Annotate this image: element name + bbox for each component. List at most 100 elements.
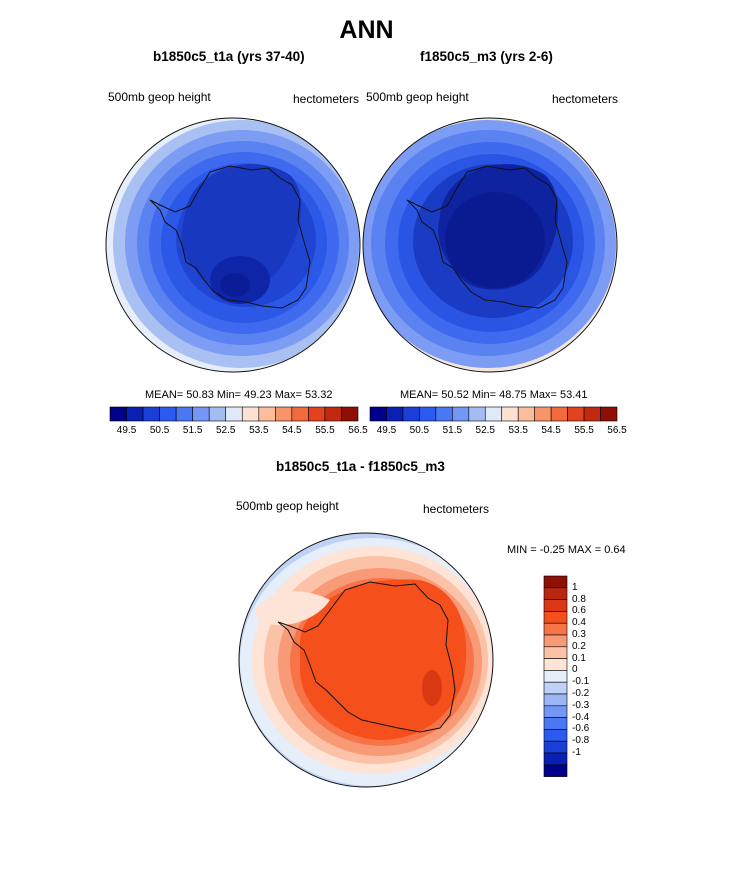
colorbar-diff-swatch	[543, 705, 568, 718]
colorbar-1-tick-label: 53.5	[249, 425, 269, 436]
colorbar-1-swatch	[225, 406, 243, 422]
colorbar-2-swatch	[583, 406, 601, 422]
colorbar-2-swatch	[369, 406, 387, 422]
polar-map-2	[363, 118, 617, 372]
colorbar-diff-tick-label: 0.4	[572, 617, 586, 629]
map-border-1	[105, 117, 361, 373]
colorbar-1-swatch	[324, 406, 342, 422]
colorbar-1-swatch	[308, 406, 326, 422]
colorbar-diff-tick-label: -1	[572, 747, 581, 758]
colorbar-1-swatch	[258, 406, 276, 422]
polar-map-1	[106, 118, 360, 372]
colorbar-diff-swatch	[543, 599, 568, 612]
colorbar-2-swatch	[484, 406, 503, 422]
colorbar-2-tick-label: 51.5	[442, 425, 463, 436]
colorbar-2-swatch	[600, 406, 618, 422]
colorbar-diff-tick-label: 0.2	[572, 640, 586, 652]
colorbar-1-swatch	[291, 406, 309, 422]
colorbar-diff-tick-label: -0.3	[572, 699, 590, 711]
panel-2-stats: MEAN= 50.52 Min= 48.75 Max= 53.41	[400, 389, 588, 401]
colorbar-2-tick-label: 56.5	[607, 425, 627, 436]
panel-1-right-label: hectometers	[293, 92, 360, 106]
colorbar-1-swatch	[341, 406, 359, 422]
colorbar-2-tick-label: 53.5	[508, 425, 528, 436]
colorbar-1-swatch	[142, 406, 160, 422]
diff-min: -0.25	[539, 544, 565, 556]
antarctica-coastline-2	[406, 165, 568, 309]
panel-2-right-label: hectometers	[552, 92, 619, 106]
panel-2-mean-label: MEAN=	[400, 389, 439, 401]
colorbar-diff-tick-label: 0.3	[572, 629, 586, 640]
colorbar-2	[369, 406, 618, 422]
panel-2-max-label: Max=	[529, 389, 557, 401]
colorbar-diff-tick-label: -0.1	[572, 676, 590, 688]
colorbar-1-tick-label: 49.5	[116, 425, 137, 436]
colorbar-2-swatch	[386, 406, 404, 422]
colorbar-diff-tick-label: 0.1	[572, 652, 586, 664]
colorbar-1-swatch	[208, 406, 227, 422]
diff-min-label: MIN =	[507, 544, 537, 556]
map-border-2	[362, 117, 618, 373]
colorbar-1-tick-label: 50.5	[149, 425, 170, 436]
colorbar-diff-swatch	[543, 740, 568, 754]
colorbar-diff-swatch	[543, 611, 568, 624]
polar-map-diff	[239, 533, 493, 787]
colorbar-2-swatch	[517, 406, 535, 422]
colorbar-1-tick-label: 54.5	[282, 425, 302, 436]
colorbar-diff-swatch	[543, 693, 568, 707]
panel-2-min-label: Min=	[471, 389, 497, 401]
panel-2-min: 48.75	[499, 389, 527, 401]
colorbar-diff-swatch	[543, 646, 568, 659]
colorbar-diff-swatch	[543, 622, 568, 636]
diff-right-label: hectometers	[423, 502, 490, 516]
colorbar-2-tick-label: 55.5	[574, 425, 594, 436]
panel-1-title: b1850c5_t1a (yrs 37-40)	[153, 49, 305, 64]
colorbar-2-swatch	[419, 406, 437, 422]
colorbar-1	[109, 406, 359, 422]
colorbar-1-swatch	[192, 406, 210, 422]
panel-1-max: 53.32	[304, 389, 333, 401]
colorbar-2-tick-label: 52.5	[475, 425, 495, 436]
panel-1-stats: MEAN= 50.83 Min= 49.23 Max= 53.32	[145, 389, 333, 401]
colorbar-2-swatch	[402, 406, 420, 422]
colorbar-2-tick-label: 54.5	[541, 425, 561, 436]
panel-2-mean: 50.52	[441, 389, 469, 401]
panel-2-left-label: 500mb geop height	[366, 90, 469, 104]
panel-1-max-label: Max=	[274, 389, 302, 401]
colorbar-2-tick-label: 49.5	[376, 425, 397, 436]
panel-1-min: 49.23	[244, 389, 272, 401]
diff-left-label: 500mb geop height	[236, 499, 339, 513]
colorbar-1-tick-label: 55.5	[315, 425, 335, 436]
colorbar-diff-tick-label: 1	[572, 581, 578, 593]
panel-1-mean: 50.83	[186, 389, 214, 401]
colorbar-2-swatch	[501, 406, 519, 422]
colorbar-diff	[543, 575, 568, 777]
colorbar-diff-tick-label: -0.8	[572, 735, 590, 747]
panel-1-mean-label: MEAN=	[145, 389, 184, 401]
colorbar-diff-swatch	[543, 670, 568, 683]
colorbar-1-swatch	[275, 406, 293, 422]
colorbar-diff-tick-label: 0	[572, 664, 578, 676]
colorbar-diff-tick-label: 0.6	[572, 605, 586, 617]
colorbar-diff-swatch	[543, 681, 568, 695]
colorbar-2-swatch	[550, 406, 568, 422]
colorbar-diff-swatch	[543, 752, 568, 766]
colorbar-1-swatch	[159, 406, 177, 422]
panel-1-min-label: Min=	[216, 389, 242, 401]
colorbar-1-tick-label: 56.5	[348, 425, 368, 436]
colorbar-1-swatch	[126, 406, 144, 422]
colorbar-diff-swatch	[543, 764, 568, 777]
panel-2-max: 53.41	[559, 389, 588, 401]
diff-max: 0.64	[604, 544, 626, 556]
colorbar-diff-swatch	[543, 575, 568, 589]
diff-max-label: MAX =	[567, 544, 602, 556]
antarctica-coastline-1	[149, 165, 311, 309]
colorbar-1-tick-label: 52.5	[215, 425, 236, 436]
colorbar-diff-swatch	[543, 658, 568, 671]
colorbar-1-swatch	[175, 406, 193, 422]
diff-minmax: MIN = -0.25 MAX = 0.64	[507, 544, 626, 556]
colorbar-diff-swatch	[543, 717, 568, 730]
colorbar-1-tick-label: 51.5	[182, 425, 203, 436]
colorbar-2-swatch	[452, 406, 470, 422]
colorbar-diff-tick-label: -0.4	[572, 711, 590, 723]
